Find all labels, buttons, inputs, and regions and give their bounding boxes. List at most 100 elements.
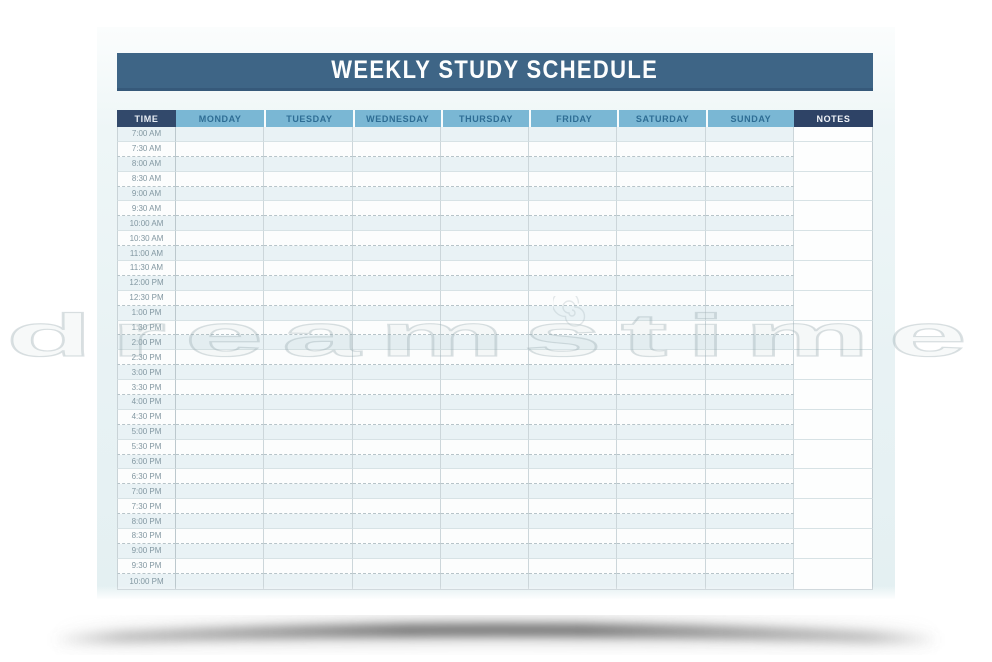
- table-row: 7:00 AM: [117, 127, 873, 142]
- day-cell: [176, 216, 265, 232]
- day-cell: [176, 127, 265, 142]
- table-row: 4:00 PM: [117, 395, 873, 410]
- day-cell: [705, 439, 794, 455]
- table-row: 1:00 PM: [117, 305, 873, 321]
- day-cell: [529, 335, 618, 351]
- day-cell: [440, 380, 530, 396]
- day-cell: [264, 484, 353, 500]
- day-cell: [264, 320, 353, 336]
- day-cell: [264, 335, 353, 351]
- day-cell: [440, 246, 530, 262]
- day-cell: [352, 365, 441, 381]
- day-cell: [176, 290, 265, 306]
- day-cell: [440, 350, 530, 366]
- day-cell: [440, 424, 530, 440]
- table-row: 8:00 AM: [117, 156, 873, 172]
- table-row: 12:00 PM: [117, 275, 873, 291]
- day-cell: [264, 409, 353, 425]
- day-cell: [705, 365, 794, 381]
- day-cell: [264, 305, 353, 321]
- time-cell: 3:00 PM: [117, 365, 176, 381]
- day-cell: [176, 499, 265, 515]
- day-cell: [264, 275, 353, 291]
- notes-cell: [793, 365, 873, 381]
- notes-cell: [793, 484, 873, 500]
- day-cell: [529, 484, 618, 500]
- day-cell: [352, 246, 441, 262]
- day-cell: [617, 424, 706, 440]
- day-cell: [264, 380, 353, 396]
- notes-cell: [793, 171, 873, 187]
- day-cell: [176, 186, 265, 202]
- day-cell: [529, 573, 618, 589]
- day-cell: [529, 305, 618, 321]
- time-cell: 4:00 PM: [117, 395, 176, 410]
- notes-cell: [793, 409, 873, 425]
- table-row: 12:30 PM: [117, 290, 873, 306]
- day-cell: [705, 350, 794, 366]
- day-cell: [440, 514, 530, 530]
- table-body: 7:00 AM 7:30 AM 8:00 AM 8:30 AM 9:00 AM 9:30 …: [117, 127, 873, 590]
- day-cell: [264, 469, 353, 485]
- day-cell: [529, 127, 618, 142]
- schedule-title-bar: WEEKLY STUDY SCHEDULE: [117, 53, 873, 91]
- day-cell: [617, 186, 706, 202]
- day-cell: [352, 395, 441, 410]
- day-cell: [352, 469, 441, 485]
- time-cell: 9:00 PM: [117, 543, 176, 559]
- time-cell: 8:00 PM: [117, 514, 176, 530]
- day-cell: [352, 290, 441, 306]
- day-cell: [352, 216, 441, 232]
- day-cell: [176, 529, 265, 544]
- time-cell: 10:00 AM: [117, 216, 176, 232]
- day-cell: [529, 543, 618, 559]
- day-cell: [529, 514, 618, 530]
- table-row: 9:00 PM: [117, 543, 873, 559]
- day-header-cell: FRIDAY: [529, 110, 618, 127]
- time-cell: 2:30 PM: [117, 350, 176, 366]
- notes-cell: [793, 558, 873, 574]
- time-cell: 7:30 AM: [117, 141, 176, 157]
- day-header-cell: WEDNESDAY: [352, 110, 441, 127]
- day-cell: [176, 409, 265, 425]
- time-cell: 9:00 AM: [117, 186, 176, 202]
- day-cell: [176, 335, 265, 351]
- day-cell: [176, 439, 265, 455]
- day-cell: [617, 350, 706, 366]
- day-cell: [617, 365, 706, 381]
- table-row: 2:00 PM: [117, 335, 873, 351]
- day-cell: [529, 201, 618, 217]
- day-cell: [264, 350, 353, 366]
- day-cell: [176, 156, 265, 172]
- day-cell: [529, 320, 618, 336]
- day-cell: [440, 439, 530, 455]
- table-row: 6:00 PM: [117, 454, 873, 470]
- day-cell: [529, 454, 618, 470]
- page-bottom-fade: [97, 586, 895, 600]
- day-cell: [440, 395, 530, 410]
- day-cell: [264, 231, 353, 247]
- day-cell: [352, 543, 441, 559]
- day-cell: [617, 156, 706, 172]
- day-cell: [176, 141, 265, 157]
- table-row: 5:00 PM: [117, 424, 873, 440]
- page-curl-shadow: [51, 617, 941, 653]
- notes-cell: [793, 439, 873, 455]
- table-row: 9:30 PM: [117, 558, 873, 574]
- day-cell: [529, 141, 618, 157]
- table-row: 7:30 PM: [117, 499, 873, 515]
- day-cell: [352, 409, 441, 425]
- day-cell: [705, 156, 794, 172]
- table-row: 4:30 PM: [117, 409, 873, 425]
- day-cell: [176, 573, 265, 589]
- day-header-cell: THURSDAY: [440, 110, 530, 127]
- day-cell: [176, 231, 265, 247]
- table-row: 11:30 AM: [117, 261, 873, 276]
- time-cell: 8:00 AM: [117, 156, 176, 172]
- day-header-cell: SUNDAY: [705, 110, 794, 127]
- day-cell: [705, 395, 794, 410]
- day-cell: [264, 395, 353, 410]
- day-cell: [529, 529, 618, 544]
- notes-cell: [793, 380, 873, 396]
- day-cell: [176, 514, 265, 530]
